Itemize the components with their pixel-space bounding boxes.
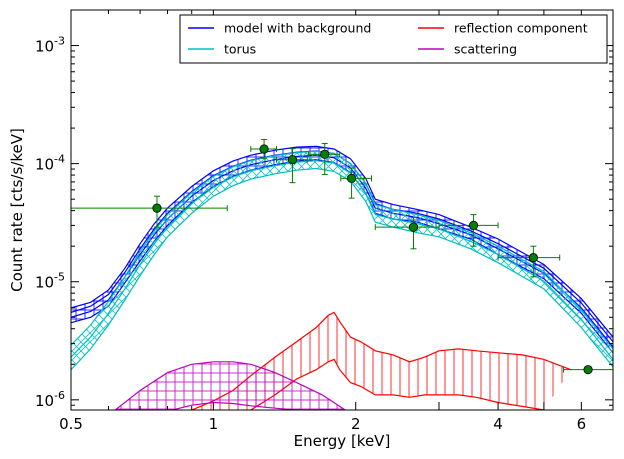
data-marker-7 [528,253,538,263]
y-tick-exponent-0: -6 [54,389,65,402]
data-point-8 [562,365,613,375]
x-tick-label-2: 2 [351,415,361,433]
scattering-line-1 [172,401,297,410]
y-tick-label-2: 10-4 [35,153,65,174]
data-marker-6 [468,220,479,230]
y-tick-exponent-1: -5 [54,271,65,284]
y-tick-exponent-2: -4 [54,153,65,166]
data-marker-0 [152,203,162,213]
plot-area [71,139,613,410]
torus-band [71,151,613,370]
torus-line-0 [71,150,613,350]
reflection-line-0 [191,311,572,410]
legend-entry-3: scattering [454,42,517,57]
legend: model with background torus reflection com… [179,14,608,64]
data-point-3 [308,143,341,175]
data-marker-8 [583,365,593,375]
data-point-4 [340,167,373,199]
x-tick-label-4: 6 [577,415,587,433]
legend-entry-2: reflection component [454,21,588,36]
y-tick-mantissa-0: 10 [35,392,54,410]
data-point-7 [497,245,561,278]
x-axis-label: Energy [keV] [294,432,391,450]
legend-entry-0: model with background [224,21,371,36]
clipped-plot [71,139,613,410]
data-point-2 [276,148,308,184]
data-marker-2 [287,155,298,165]
scattering-band [115,361,346,410]
y-tick-label-1: 10-5 [35,271,65,292]
y-tick-mantissa-2: 10 [35,156,54,174]
x-tick-label-0: 0.5 [59,415,83,433]
x-tick-label-1: 1 [209,415,219,433]
legend-entry-1: torus [224,42,256,57]
scattering-line-0 [114,361,346,410]
axes-frame [70,9,614,411]
data-marker-3 [320,149,330,159]
data-point-0 [71,195,228,228]
axes: 0.5 1 2 4 610-610-510-410-3 [35,9,614,433]
data-marker-4 [346,173,357,183]
torus-line-2 [71,167,613,371]
y-tick-label-3: 10-3 [35,35,65,56]
y-tick-exponent-3: -3 [54,35,65,48]
y-tick-mantissa-1: 10 [35,274,54,292]
data-marker-5 [408,222,419,232]
y-tick-mantissa-3: 10 [35,38,54,56]
legend-box [179,14,608,64]
x-tick-label-3: 4 [493,415,503,433]
reflection-line-1 [250,358,544,410]
y-tick-label-0: 10-6 [35,389,65,410]
data-point-6 [438,214,499,247]
torus-line-1 [71,160,613,360]
data-point-1 [250,139,278,159]
data-marker-1 [259,144,269,154]
y-axis-label: Count rate [cts/s/keV] [8,128,26,292]
